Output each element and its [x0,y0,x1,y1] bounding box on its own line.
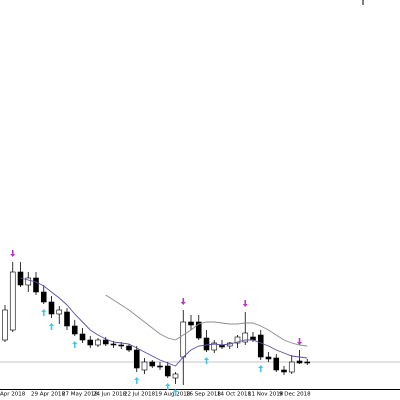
up-arrow [258,365,264,372]
candle-body [273,357,280,371]
x-tick-label: 9 Dec 2018 [279,392,311,398]
candle-body [164,365,171,377]
candle-body [304,361,311,364]
up-arrow [41,309,47,316]
up-arrow [173,389,178,396]
candle-body [9,271,16,331]
candle-body [234,336,241,344]
candle-body [242,332,249,343]
x-tick-label: 27 May 2018 [62,392,98,398]
candle-body [157,365,163,368]
up-arrow [49,323,54,330]
up-arrow [134,377,140,384]
candle-body [281,369,287,373]
candle-body [296,360,303,364]
candle-body [87,339,94,346]
indicator-line [20,277,308,367]
down-arrow [180,298,186,305]
candle-body [118,344,125,347]
candle-body [257,334,264,358]
candle-body [79,333,86,341]
candle-body [126,345,132,351]
candle-body [203,337,210,351]
candle-body [288,361,295,373]
candle-body [33,277,39,293]
candle-body [102,339,109,345]
candle-body [133,349,140,369]
candle-body [2,309,8,341]
candle-body [64,311,70,327]
candle-body [141,361,148,371]
candle-body [40,291,47,303]
x-tick-label: 16 Sep 2018 [186,392,221,398]
candle-body [180,321,187,358]
candle-body [56,309,63,315]
candle-body [71,325,78,335]
candle-body [110,343,117,346]
down-arrow [242,300,248,307]
x-tick-label: 14 Oct 2018 [217,392,252,398]
x-tick-label: Apr 2018 [0,392,26,398]
down-arrow [297,338,302,345]
candle-body [149,361,156,367]
up-arrow [204,357,209,364]
x-tick-label: 22 Jul 2018 [124,392,156,398]
x-tick-label: 11 Nov 2018 [248,392,284,398]
candle-body [25,277,32,286]
x-tick-label: 24 Jun 2018 [93,392,127,398]
candle-body [188,321,194,326]
candle-body [195,321,202,339]
candle-body [95,339,101,346]
x-tick-label: 19 Aug 2018 [155,392,191,398]
x-tick-label: 29 Apr 2018 [31,392,66,398]
indicator-line [105,294,308,347]
down-arrow [10,250,16,257]
candle-body [48,301,55,315]
up-arrow [165,383,171,390]
candle-body [211,342,218,351]
candle-body [265,356,272,360]
candle-body [172,373,179,379]
up-arrow [72,341,78,348]
